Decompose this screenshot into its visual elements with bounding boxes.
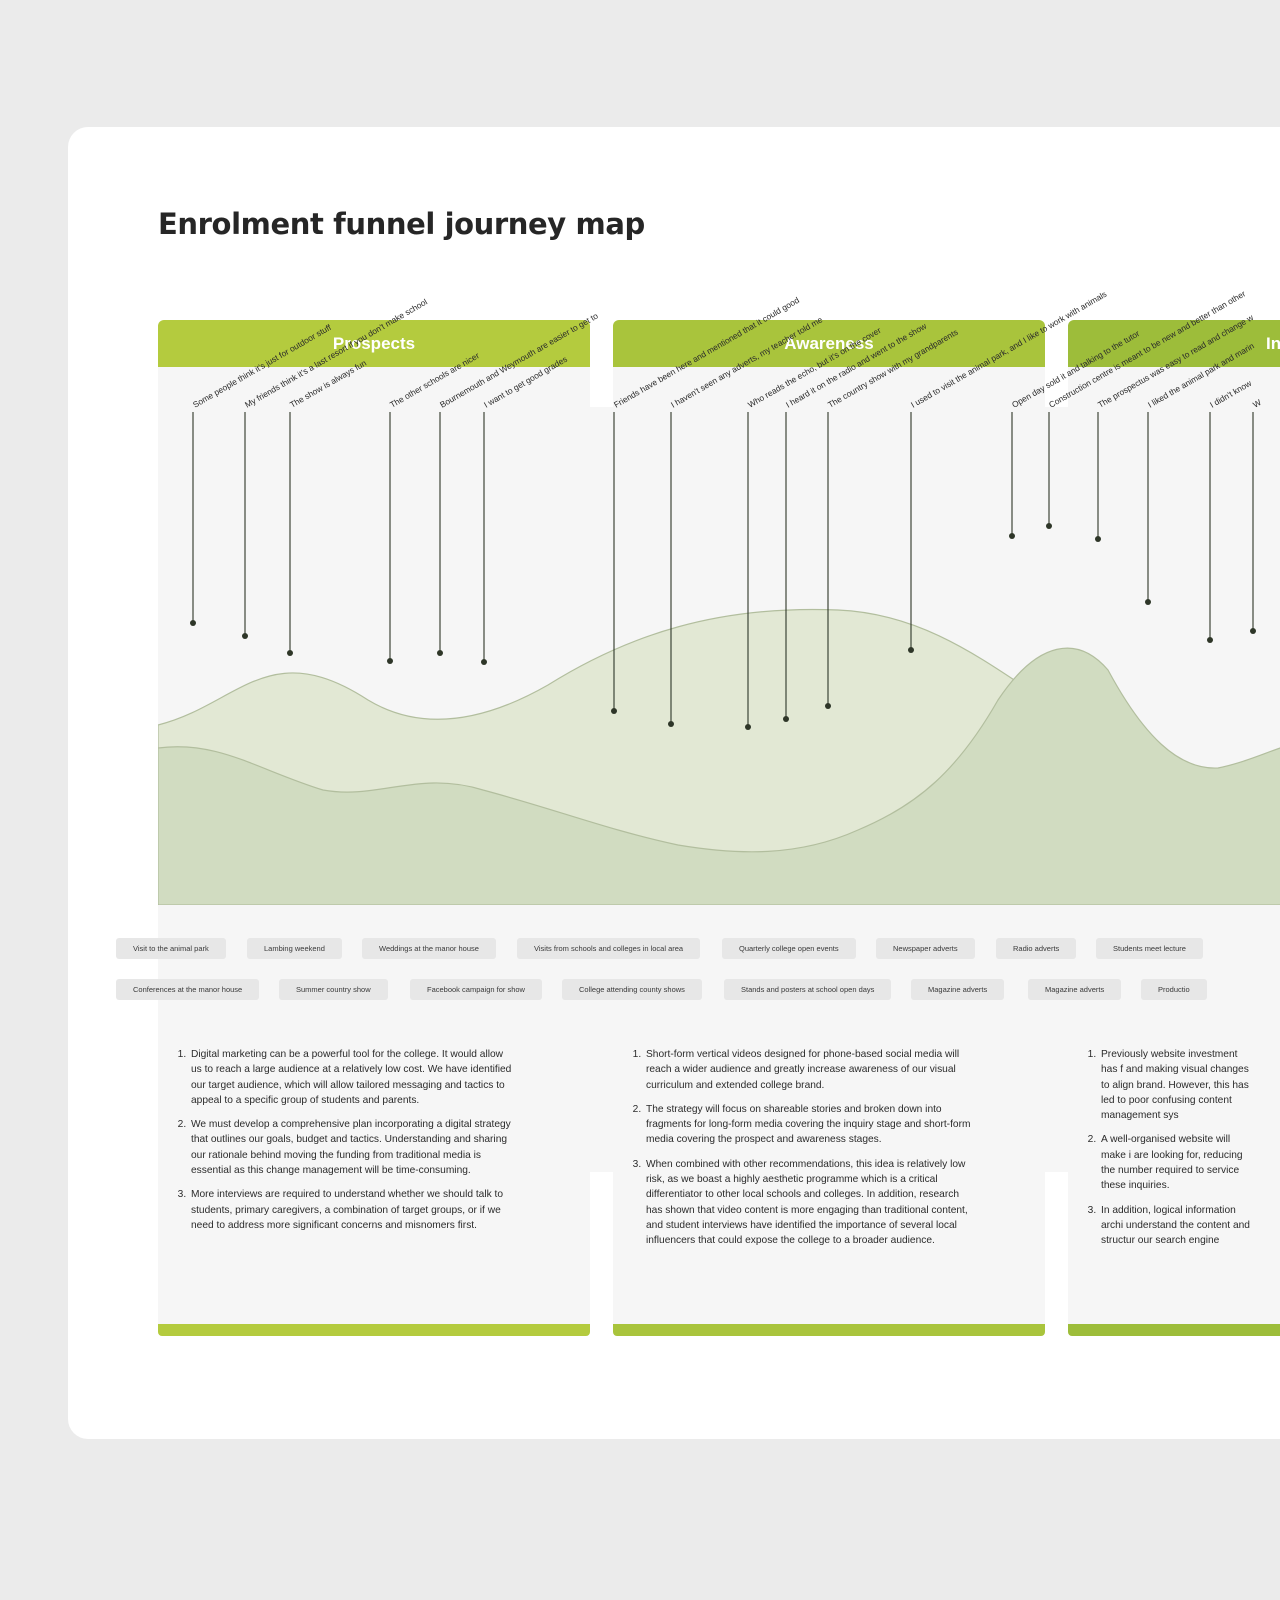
stage-header-prospects: Prospects <box>158 320 590 367</box>
page-title: Enrolment funnel journey map <box>158 207 645 241</box>
touchpoint-chip: Students meet lecture <box>1096 938 1203 959</box>
quote-pin-dot <box>1250 628 1256 634</box>
quote-pin-dot <box>242 633 248 639</box>
touchpoint-chip: Newspaper adverts <box>876 938 975 959</box>
quote-label: I want to get good grades <box>482 354 569 410</box>
panel-awareness-notes <box>613 1172 1045 1324</box>
quote-pin-dot <box>668 721 674 727</box>
panel-inquiry-notes <box>1068 1172 1280 1324</box>
quote-pin-dot <box>287 650 293 656</box>
stage-header-inquiry: Inqu <box>1068 320 1280 367</box>
quote-pin-dot <box>745 724 751 730</box>
note-item: When combined with other recommendations… <box>644 1157 971 1249</box>
notes-inquiry: Previously website investment has f and … <box>1081 1047 1253 1247</box>
journey-map-card: Enrolment funnel journey map Prospects A… <box>68 127 1280 1439</box>
emotion-curve-chart <box>158 608 1280 905</box>
note-item: The strategy will focus on shareable sto… <box>644 1102 971 1148</box>
note-item: Previously website investment has f and … <box>1099 1047 1253 1123</box>
touchpoint-chip: Productio <box>1141 979 1207 1000</box>
touchpoint-chip: Stands and posters at school open days <box>724 979 892 1000</box>
note-item: A well-organised website will make i are… <box>1099 1132 1253 1193</box>
quote-pin-dot <box>611 708 617 714</box>
panel-inquiry-top <box>1068 367 1280 407</box>
panel-prospects-top <box>158 367 590 407</box>
quote-label: The other schools are nicer <box>388 350 481 410</box>
quote-pin-dot <box>190 620 196 626</box>
note-item: Short-form vertical videos designed for … <box>644 1047 971 1093</box>
notes-awareness: Short-form vertical videos designed for … <box>626 1047 971 1258</box>
quote-pin-dot <box>825 703 831 709</box>
quote-pin-dot <box>783 716 789 722</box>
touchpoint-chip: Visit to the animal park <box>116 938 226 959</box>
notes-prospects: Digital marketing can be a powerful tool… <box>171 1047 516 1242</box>
touchpoint-chip: Visits from schools and colleges in loca… <box>517 938 701 959</box>
touchpoint-chip: Quarterly college open events <box>722 938 856 959</box>
note-item: Digital marketing can be a powerful tool… <box>189 1047 516 1108</box>
stage-header-awareness: Awareness <box>613 320 1045 367</box>
quote-pins-layer: Some people think it's just for outdoor … <box>190 288 1263 730</box>
quote-label: I didn't know <box>1208 377 1254 409</box>
quote-pin-dot <box>437 650 443 656</box>
touchpoint-chip: Summer country show <box>279 979 388 1000</box>
quote-pin-dot <box>1095 536 1101 542</box>
quote-pin-dot <box>1145 599 1151 605</box>
quote-pin-dot <box>908 647 914 653</box>
touchpoint-chip: Magazine adverts <box>1028 979 1122 1000</box>
touchpoint-chip: Conferences at the manor house <box>116 979 260 1000</box>
note-item: In addition, logical information archi u… <box>1099 1203 1253 1247</box>
stage-footer-bar-awareness <box>613 1324 1045 1336</box>
panel-awareness-top <box>613 367 1045 407</box>
quote-pin-dot <box>1046 523 1052 529</box>
curve-area-lower <box>158 647 1280 905</box>
quote-pin-dot <box>1009 533 1015 539</box>
quote-pin-dot <box>1207 637 1213 643</box>
quote-label: W <box>1251 397 1263 410</box>
quote-label: The show is always fun <box>288 358 368 410</box>
note-item: We must develop a comprehensive plan inc… <box>189 1117 516 1178</box>
touchpoint-chip: Radio adverts <box>996 938 1077 959</box>
panel-prospects-notes <box>158 1172 590 1324</box>
touchpoint-chip: Weddings at the manor house <box>362 938 496 959</box>
touchpoint-chip: Magazine adverts <box>911 979 1005 1000</box>
stage-footer-bar-inquiry <box>1068 1324 1280 1336</box>
quote-pin-dot <box>481 659 487 665</box>
note-item: More interviews are required to understa… <box>189 1187 516 1233</box>
touchpoint-chip: Facebook campaign for show <box>410 979 542 1000</box>
touchpoint-chip: Lambing weekend <box>247 938 342 959</box>
quote-pin-dot <box>387 658 393 664</box>
stage-footer-bar-prospects <box>158 1324 590 1336</box>
touchpoint-chip: College attending county shows <box>562 979 702 1000</box>
